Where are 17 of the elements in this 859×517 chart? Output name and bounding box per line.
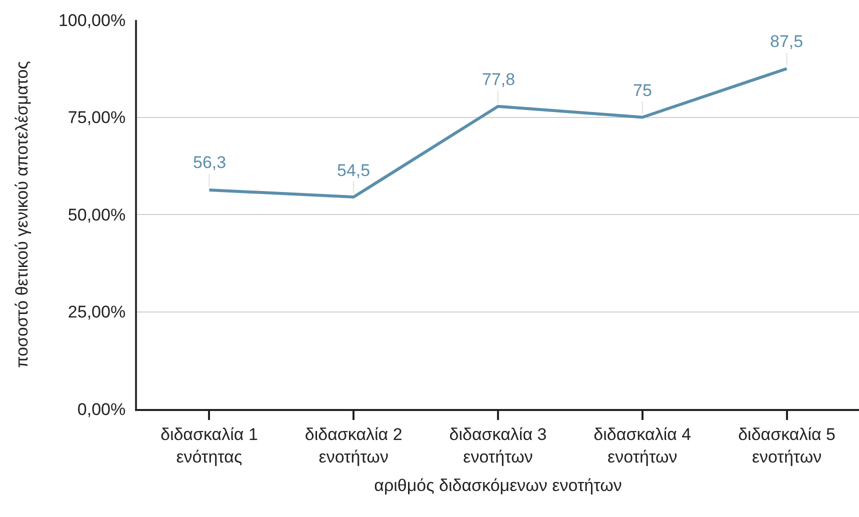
y-tick-label: 75,00% [68, 108, 126, 128]
x-tick-label: διδασκαλία 1 ενότητας [160, 425, 258, 466]
x-tick-label: διδασκαλία 2 ενοτήτων [304, 425, 402, 466]
x-tick-label: διδασκαλία 3 ενοτήτων [449, 425, 547, 466]
x-tick-label: διδασκαλία 4 ενοτήτων [594, 425, 692, 466]
x-tick-label: διδασκαλία 5 ενοτήτων [738, 425, 836, 466]
y-tick-label: 25,00% [68, 302, 126, 322]
x-axis-title: αριθμός διδασκόμενων ενοτήτων [374, 476, 622, 496]
data-label: 56,3 [193, 153, 226, 172]
data-label: 54,5 [337, 161, 370, 180]
y-tick-label: 50,00% [68, 205, 126, 224]
data-label: 75 [633, 81, 652, 100]
data-label: 77,8 [482, 70, 516, 89]
y-tick-label: 0,00% [77, 400, 126, 419]
data-label: 87,5 [770, 32, 804, 51]
y-tick-label: 100,00% [58, 10, 126, 30]
y-axis-title: ποσοστό θετικού γενικού αποτελέσματος [12, 61, 32, 368]
